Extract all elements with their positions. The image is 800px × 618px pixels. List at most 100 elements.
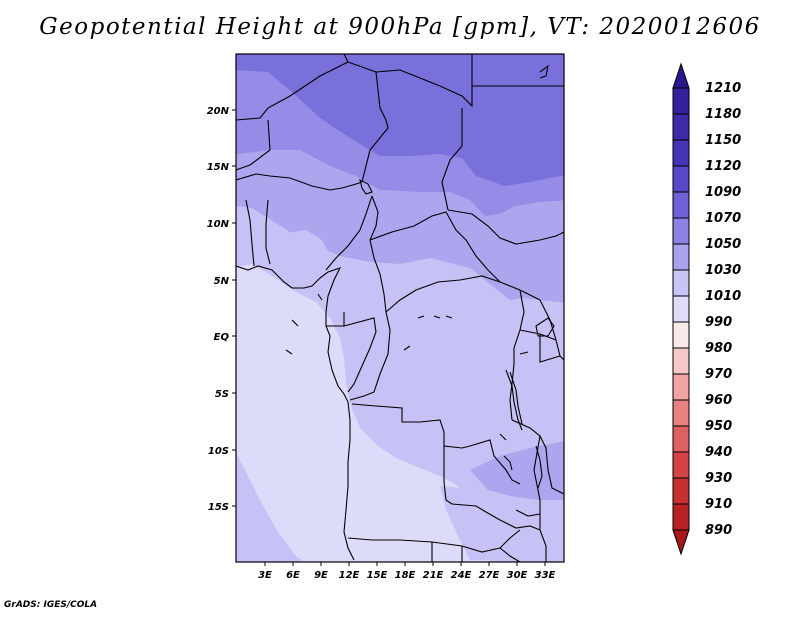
colorbar-cap-top [672,62,690,89]
border-south-sudan-east [487,269,501,283]
zone-1010 [236,264,490,562]
colorbar-label: 960 [705,393,732,408]
colorbar-band [672,217,690,245]
colorbar-band [672,399,690,427]
latitude-labels: 20N 15N 10N 5N EQ 5S 10S 15S [207,106,230,513]
lat-label: 5N [214,276,230,287]
colorbar-band [672,373,690,401]
border-angola-zambia [443,446,487,513]
lon-label: 12E [339,570,360,581]
border-east-e [511,419,564,495]
colorbar-label: 1210 [705,81,741,96]
border-libya-chad [375,54,473,108]
latitude-ticks [232,109,236,507]
lon-label: 33E [535,570,556,581]
map-frame [235,53,565,563]
colorbar-band [672,451,690,479]
colorbar-label: 890 [705,523,732,538]
border-drc-zambia [469,439,521,485]
zone-1030-lobe-southwest [236,452,305,562]
lon-label: 30E [507,570,528,581]
lat-label: 15S [208,502,229,513]
colorbar-label: 1120 [705,159,741,174]
colorbar-cap-bottom [672,529,690,556]
lon-label: 9E [314,570,328,581]
colorbar-band [672,243,690,271]
border-congo-drc [349,311,391,401]
colorbar-label: 1090 [705,185,741,200]
border-zambia-zimbabwe [485,511,541,531]
border-cameroon-car [369,195,387,313]
map-title: Geopotential Height at 900hPa [gpm], VT:… [39,14,761,40]
lon-label: 6E [286,570,300,581]
colorbar-band [672,191,690,219]
border-gabon-b [343,317,377,393]
lat-label: 10N [207,219,230,230]
colorbar-label: 990 [705,315,732,330]
colorbar-label: 1010 [705,289,741,304]
colorbar-label: 940 [705,445,732,460]
lon-label: 27E [479,570,500,581]
colorbar-label: 1030 [705,263,741,278]
border-benin-nigeria [265,199,271,265]
lon-label: 15E [367,570,388,581]
lon-label: 18E [395,570,416,581]
grads-credit: GrADS: IGES/COLA [4,600,98,610]
border-car-drc [385,275,541,313]
colorbar-label: 950 [705,419,732,434]
lat-label: 15N [207,162,230,173]
colorbar-band [672,425,690,453]
border-benin-west [245,199,255,267]
river-shards [285,293,323,355]
lat-label: 20N [207,106,230,117]
colorbar-label: 980 [705,341,732,356]
lon-label: 24E [451,570,472,581]
border-east-f [533,435,547,562]
colorbar-band [672,269,690,297]
lat-label: 10S [208,446,229,457]
lake-victoria [535,317,555,337]
lake-mweru [499,433,513,471]
country-borders [236,54,564,562]
height-field [236,54,564,562]
lake-chad [359,178,373,195]
border-north-b [236,119,271,171]
colorbar-band [672,347,690,375]
lake-malawi [535,445,543,489]
zone-1050-lobe-southeast [470,441,564,500]
border-east-a [509,289,525,421]
colorbar: 1210 1180 1150 1120 1090 1070 1050 1030 1010 990 9… [672,62,741,556]
colorbar-band [672,321,690,349]
border-egypt-sudan [441,108,463,211]
colorbar-label: 1070 [705,211,741,226]
longitude-ticks [264,562,546,566]
colorbar-label: 930 [705,471,732,486]
border-nigeria-cameroon [325,195,373,271]
lake-dashes [403,315,529,355]
longitude-labels: 3E 6E 9E 12E 15E 18E 21E 24E 27E 30E 33E [258,570,555,581]
zone-1030-lobe-north [264,230,330,262]
colorbar-label: 1180 [705,107,741,122]
border-east-d [539,334,561,363]
lake-kariba [515,509,541,517]
colorbar-band [672,503,690,531]
colorbar-band [672,87,690,115]
border-niger-nigeria [236,173,363,191]
colorbar-band [672,139,690,167]
border-car-sudan [447,209,564,245]
lake-tanganyika [505,369,523,431]
lat-label: EQ [214,332,230,343]
lon-label: 21E [423,570,444,581]
colorbar-label: 1050 [705,237,741,252]
colorbar-band [672,165,690,193]
colorbar-label: 910 [705,497,732,512]
border-angola-drc [351,403,471,449]
colorbar-band [672,295,690,323]
colorbar-label: 970 [705,367,732,382]
colorbar-label: 1150 [705,133,741,148]
border-south-a [499,547,521,562]
border-chad-car [369,211,489,271]
colorbar-band [672,113,690,141]
colorbar-band [672,477,690,505]
